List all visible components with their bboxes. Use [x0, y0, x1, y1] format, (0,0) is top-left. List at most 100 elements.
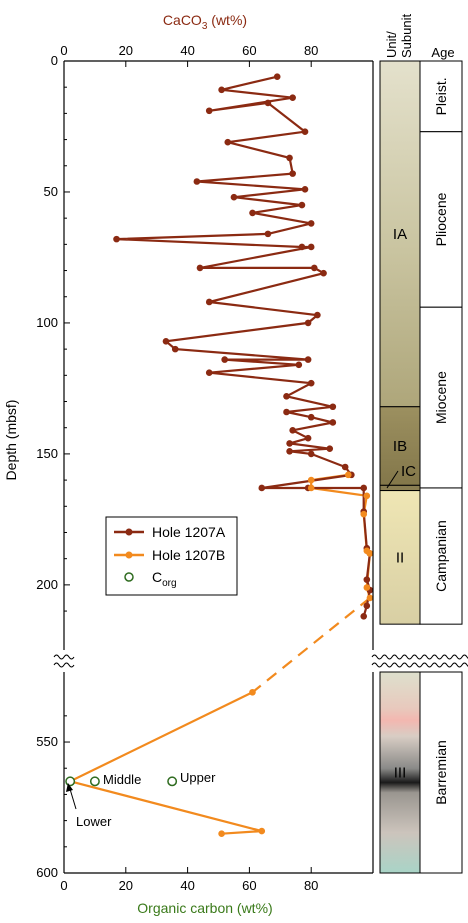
unit-label: IC [401, 463, 416, 480]
bottom-axis-label: Organic carbon (wt%) [137, 900, 272, 916]
hole-1207a-point [307, 243, 315, 251]
axis-break-wave [371, 654, 468, 660]
hole-1207a-point [304, 434, 312, 442]
hole-1207b-point [218, 830, 225, 838]
corg-label-middle: Middle [103, 772, 141, 787]
hole-1207a-point [205, 298, 213, 306]
hole-1207a-point [320, 269, 327, 277]
unit-ic-leader [386, 470, 399, 489]
axis-break-wave [371, 662, 468, 668]
top-tick-label: 60 [242, 43, 256, 58]
hole-1207b-point [344, 471, 352, 479]
unit-iii-block [379, 671, 421, 874]
age-label: Campanian [433, 520, 449, 592]
axis-break-wave [53, 654, 75, 660]
hole-1207a-point [249, 209, 256, 217]
hole-1207a-point [273, 73, 281, 81]
hole-1207a-point [301, 186, 309, 193]
hole-1207b-point [307, 476, 315, 484]
top-tick-label: 20 [119, 43, 133, 58]
hole-1207a-point [307, 220, 315, 227]
age-block [419, 671, 463, 874]
hole-1207b-line-lower [67, 691, 263, 835]
unit-label: III [394, 765, 407, 782]
legend: Hole 1207A Hole 1207B Corg [105, 516, 238, 596]
hole-1207a-point [218, 86, 225, 94]
hole-1207a-point [193, 178, 201, 185]
hole-1207a-point [304, 319, 312, 327]
hole-1207a-point [221, 356, 228, 363]
age-block [419, 60, 463, 133]
top-axis-label: CaCO3 (wt%) [163, 12, 247, 32]
corg-point [167, 776, 178, 787]
hole-1207a-point [283, 408, 290, 416]
unit-header-line2: Subunit [399, 14, 414, 58]
unit-label: II [396, 549, 404, 566]
top-tick-label: 0 [60, 43, 67, 58]
hole-1207a-point [113, 235, 120, 243]
corg-label-lower: Lower [76, 814, 112, 829]
hole-1207a-point [196, 264, 204, 272]
hole-1207a-point [289, 94, 296, 101]
data-series [65, 73, 374, 838]
unit-header-line1: Unit/ [384, 31, 399, 58]
y-tick-label: 50 [44, 184, 58, 199]
unit-ii-block [379, 490, 421, 625]
hole-1207a-point [289, 170, 296, 177]
hole-1207a-point [329, 403, 337, 411]
hole-1207b-line-gap [251, 597, 371, 694]
y-tick-label: 200 [36, 577, 58, 592]
legend-label-1207a: Hole 1207A [152, 524, 226, 540]
age-label: Barremian [433, 740, 449, 805]
legend-marker-corg [124, 572, 134, 582]
hole-1207a-point [310, 264, 318, 272]
hole-1207a-point [289, 427, 296, 434]
y-tick-label: 550 [36, 734, 58, 749]
hole-1207a-point [307, 413, 315, 421]
hole-1207b-point [366, 550, 374, 557]
bottom-tick-label: 20 [119, 878, 133, 893]
top-tick-label: 40 [180, 43, 194, 58]
corg-label-upper: Upper [180, 770, 216, 785]
hole-1207a-point [341, 463, 349, 471]
hole-1207a-point [360, 484, 368, 492]
hole-1207a-point [264, 99, 272, 107]
corg-lower-arrow [69, 788, 77, 810]
hole-1207a-point [264, 230, 272, 238]
axis-ticks: 0 20 40 60 80 0 20 40 60 80 0 50 100 150 200 550 600 [36, 43, 318, 893]
age-label: Miocene [433, 371, 449, 424]
hole-1207a-point [295, 361, 303, 369]
hole-1207a-point [301, 128, 309, 136]
hole-1207a-point [363, 576, 371, 583]
hole-1207a-point [283, 392, 290, 400]
corg-point [89, 776, 100, 787]
y-tick-label: 150 [36, 446, 58, 461]
hole-1207a-point [329, 419, 337, 426]
hole-1207b-point [363, 492, 371, 500]
hole-1207a-point [298, 243, 306, 251]
legend-label-1207b: Hole 1207B [152, 547, 225, 563]
hole-1207a-point [205, 107, 213, 115]
hole-1207b-point [363, 584, 371, 591]
hole-1207b-point [360, 510, 368, 518]
age-label: Pliocene [433, 192, 449, 246]
age-block [419, 487, 463, 625]
hole-1207a-point [298, 201, 306, 209]
unit-ic-block [379, 484, 421, 492]
bottom-tick-label: 60 [242, 878, 256, 893]
corg-lower-arrowhead [66, 783, 73, 792]
y-tick-label: 100 [36, 315, 58, 330]
hole-1207b-point [307, 484, 315, 492]
hole-1207a-point [360, 613, 368, 620]
plot-frame [53, 60, 468, 874]
lithology-columns: IAIBICIIIIIPleist.PlioceneMioceneCampani… [379, 60, 463, 874]
top-tick-label: 80 [304, 43, 318, 58]
age-block [419, 131, 463, 308]
hole-1207a-point [171, 345, 179, 353]
legend-label-corg: Corg [152, 569, 177, 589]
y-tick-label: 0 [51, 53, 58, 68]
hole-1207a-point [326, 445, 334, 452]
hole-1207a-point [286, 447, 293, 455]
hole-1207b-point [258, 827, 266, 835]
bottom-tick-label: 80 [304, 878, 318, 893]
